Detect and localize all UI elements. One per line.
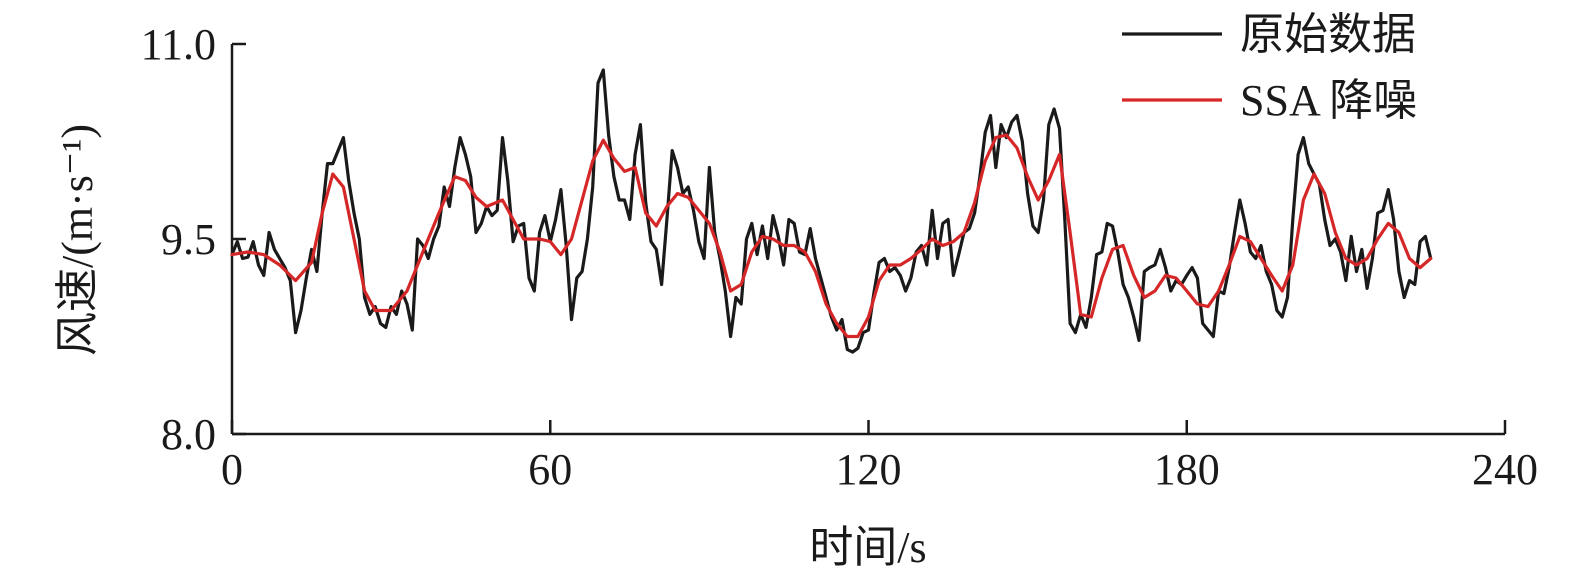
x-tick-label: 60 bbox=[528, 445, 572, 494]
x-axis-title: 时间/s bbox=[809, 523, 926, 572]
y-tick-label: 11.0 bbox=[141, 20, 216, 69]
series-layer bbox=[230, 68, 1433, 354]
legend-label: SSA 降噪 bbox=[1240, 76, 1417, 125]
x-tick-label: 180 bbox=[1154, 445, 1220, 494]
y-axis-title: 风速/(m·s⁻¹) bbox=[53, 124, 102, 356]
x-tick-label: 120 bbox=[836, 445, 902, 494]
x-tick-label: 0 bbox=[221, 445, 243, 494]
y-tick-label: 8.0 bbox=[161, 410, 216, 459]
series-line-ssa-denoised bbox=[230, 133, 1433, 339]
x-tick-label: 240 bbox=[1472, 445, 1538, 494]
axes: 0 60 120 180 240 8.0 9.5 11.0 bbox=[141, 20, 1538, 494]
legend-label: 原始数据 bbox=[1240, 10, 1416, 59]
y-tick-label: 9.5 bbox=[161, 215, 216, 264]
legend: 原始数据 SSA 降噪 bbox=[1122, 10, 1417, 125]
